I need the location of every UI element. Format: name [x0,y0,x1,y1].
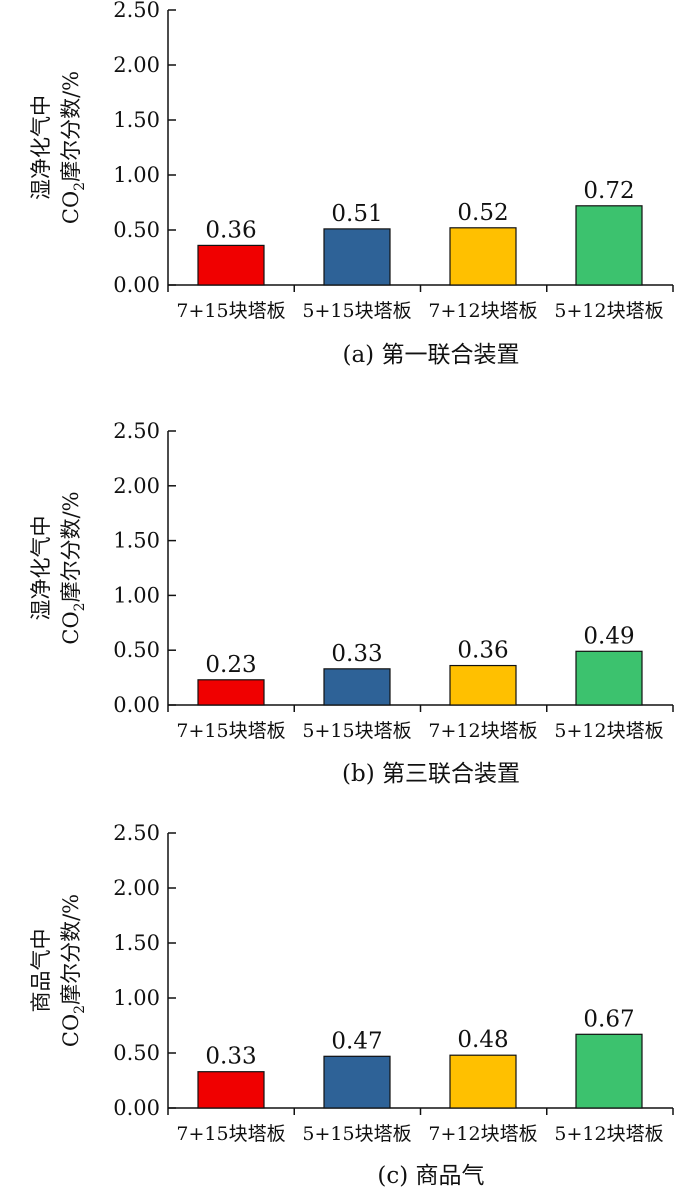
y-axis-label-line1: 湿净化气中 [29,95,53,200]
chart-panel-2: 0.00 0.50 1.00 1.50 2.00 2.50 0.23 7+15块塔板 0.33 5… [29,419,674,787]
value-label-2: 0.47 [331,1028,382,1054]
bar-2 [323,1055,391,1109]
value-label-1: 0.33 [205,1044,256,1070]
value-label-4: 0.49 [583,623,634,649]
value-label-1: 0.36 [205,217,256,243]
y-tick-label: 0.00 [113,1096,160,1120]
value-label-2: 0.33 [331,641,382,667]
category-label-2: 5+15块塔板 [302,300,411,322]
category-label-2: 5+15块塔板 [302,1123,411,1145]
chart-panel-3: 0.00 0.50 1.00 1.50 2.00 2.50 0.33 7+15块塔板 0.47 5… [29,821,674,1189]
y-tick-label: 2.00 [113,876,160,900]
y-tick-label: 1.50 [113,529,160,553]
value-label-2: 0.51 [331,201,382,227]
y-tick-label: 0.00 [113,693,160,717]
y-tick-label: 1.00 [113,163,160,187]
value-label-3: 0.52 [457,200,508,226]
y-axis-label-line2: CO2摩尔分数/% [59,71,88,224]
bar-3 [449,664,517,706]
panel-caption: (c) 商品气 [377,1163,484,1189]
category-label-4: 5+12块塔板 [554,720,663,742]
category-label-3: 7+12块塔板 [428,720,537,742]
value-label-3: 0.36 [457,638,508,664]
bar-3 [449,1054,517,1109]
category-label-1: 7+15块塔板 [176,300,285,322]
y-tick-label: 0.00 [113,273,160,297]
y-tick-label: 1.00 [113,583,160,607]
category-label-4: 5+12块塔板 [554,1123,663,1145]
y-tick-label: 2.00 [113,474,160,498]
y-tick-label: 2.50 [113,0,160,22]
value-label-4: 0.67 [583,1006,634,1032]
y-axis-label-line2: CO2摩尔分数/% [59,491,88,644]
value-label-1: 0.23 [205,652,256,678]
bar-4 [575,205,643,286]
y-tick-label: 1.00 [113,986,160,1010]
y-tick-label: 0.50 [113,1041,160,1065]
bar-1 [197,679,265,706]
y-axis-label-line2: CO2摩尔分数/% [59,894,88,1047]
category-label-3: 7+12块塔板 [428,300,537,322]
y-tick-label: 0.50 [113,638,160,662]
chart-panel-1: 0.00 0.50 1.00 1.50 2.00 2.50 0.36 7+15块塔板 0.51 5… [29,0,674,368]
bar-4 [575,1033,643,1109]
y-tick-label: 2.50 [113,419,160,443]
category-label-1: 7+15块塔板 [176,720,285,742]
y-tick-label: 1.50 [113,931,160,955]
bar-4 [575,650,643,706]
bar-1 [197,1071,265,1109]
y-axis-label-line1: 湿净化气中 [29,516,53,621]
y-tick-label: 0.50 [113,218,160,242]
category-label-2: 5+15块塔板 [302,720,411,742]
y-tick-label: 2.00 [113,53,160,77]
value-label-3: 0.48 [457,1027,508,1053]
panel-caption: (a) 第一联合装置 [343,342,520,368]
y-axis-label-line1: 商品气中 [29,929,53,1013]
category-label-4: 5+12块塔板 [554,300,663,322]
bar-2 [323,668,391,706]
value-label-4: 0.72 [583,178,634,204]
bar-1 [197,244,265,286]
panel-caption: (b) 第三联合装置 [342,761,520,787]
bar-3 [449,227,517,286]
bar-2 [323,228,391,286]
y-tick-label: 2.50 [113,821,160,845]
y-tick-label: 1.50 [113,108,160,132]
category-label-3: 7+12块塔板 [428,1123,537,1145]
category-label-1: 7+15块塔板 [176,1123,285,1145]
